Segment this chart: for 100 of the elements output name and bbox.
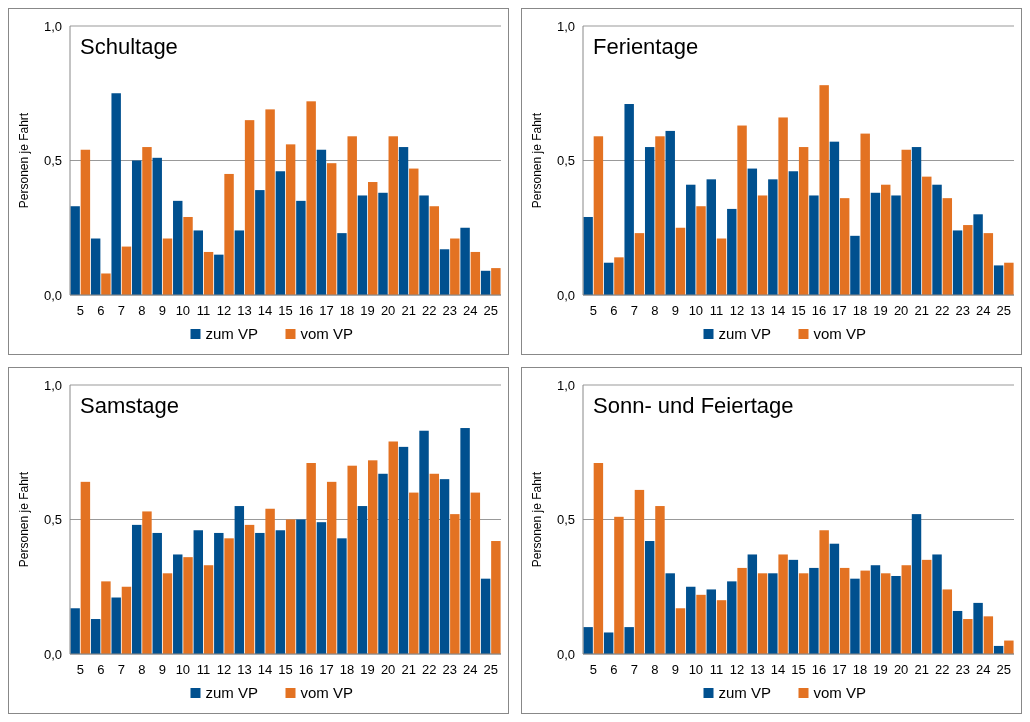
y-axis-title: Personen je Fahrt bbox=[530, 112, 544, 209]
bar bbox=[296, 200, 306, 295]
bar bbox=[819, 530, 829, 654]
y-tick-label: 0,0 bbox=[43, 646, 62, 662]
bar bbox=[193, 530, 203, 654]
y-tick-label: 0,0 bbox=[556, 287, 575, 303]
bar bbox=[162, 573, 173, 654]
bar bbox=[1004, 640, 1014, 654]
bar bbox=[450, 514, 460, 654]
x-tick-label: 24 bbox=[975, 662, 991, 677]
x-tick-label: 6 bbox=[97, 662, 105, 677]
bar bbox=[901, 149, 911, 295]
bar bbox=[131, 524, 142, 654]
bar bbox=[757, 195, 768, 295]
bar bbox=[686, 586, 696, 654]
bar bbox=[491, 268, 501, 295]
x-tick-label: 19 bbox=[873, 662, 888, 677]
x-tick-label: 8 bbox=[138, 662, 146, 677]
bar bbox=[357, 506, 368, 654]
x-tick-label: 5 bbox=[76, 662, 84, 677]
bar bbox=[593, 136, 604, 295]
y-tick-label: 1,0 bbox=[43, 377, 62, 393]
bar bbox=[850, 578, 860, 654]
bar bbox=[973, 602, 983, 654]
x-tick-label: 9 bbox=[158, 303, 166, 318]
bar bbox=[398, 147, 409, 295]
x-tick-label: 19 bbox=[360, 303, 375, 318]
bar bbox=[347, 465, 357, 654]
x-tick-label: 23 bbox=[955, 303, 970, 318]
bar bbox=[255, 532, 265, 654]
y-tick-label: 1,0 bbox=[556, 18, 575, 34]
bar bbox=[963, 619, 973, 654]
bar bbox=[480, 578, 491, 654]
bar bbox=[911, 514, 922, 654]
y-tick-label: 0,5 bbox=[43, 512, 62, 528]
x-tick-label: 7 bbox=[630, 303, 638, 318]
bar bbox=[265, 508, 275, 654]
bar bbox=[152, 532, 162, 654]
bar bbox=[203, 251, 214, 295]
bar bbox=[152, 157, 162, 295]
bar bbox=[696, 206, 706, 295]
bar bbox=[716, 238, 727, 295]
legend-label: zum VP bbox=[718, 684, 772, 701]
x-tick-label: 13 bbox=[750, 662, 765, 677]
y-tick-label: 0,5 bbox=[43, 153, 62, 169]
x-tick-label: 24 bbox=[462, 662, 478, 677]
x-tick-label: 13 bbox=[750, 303, 765, 318]
bar bbox=[983, 233, 994, 295]
bar bbox=[839, 567, 850, 654]
bar bbox=[706, 589, 716, 654]
chart-title: Ferientage bbox=[593, 34, 699, 59]
bar bbox=[593, 463, 604, 654]
x-tick-label: 10 bbox=[175, 662, 191, 677]
x-tick-label: 14 bbox=[257, 303, 273, 318]
bar bbox=[121, 246, 132, 295]
bar bbox=[470, 492, 481, 654]
y-tick-label: 1,0 bbox=[556, 377, 575, 393]
bar bbox=[768, 179, 778, 295]
bar bbox=[90, 238, 101, 295]
x-tick-label: 20 bbox=[893, 662, 909, 677]
bar bbox=[388, 441, 398, 654]
bar bbox=[737, 567, 747, 654]
bar bbox=[778, 554, 788, 654]
bar bbox=[665, 130, 675, 295]
bar bbox=[70, 608, 80, 654]
bar bbox=[142, 147, 152, 295]
bar bbox=[244, 120, 255, 295]
bar bbox=[768, 573, 778, 654]
x-tick-label: 9 bbox=[671, 662, 679, 677]
bar bbox=[275, 530, 286, 654]
bar bbox=[603, 262, 614, 295]
bar bbox=[644, 541, 655, 654]
bar bbox=[121, 586, 132, 654]
x-tick-label: 25 bbox=[483, 662, 498, 677]
legend-label: zum VP bbox=[205, 684, 259, 701]
bar bbox=[665, 573, 675, 654]
bar bbox=[316, 522, 327, 654]
bar bbox=[265, 109, 275, 295]
bar bbox=[696, 594, 706, 654]
bar bbox=[111, 93, 121, 295]
bar bbox=[788, 559, 799, 654]
bar bbox=[737, 125, 747, 295]
bar bbox=[306, 101, 316, 295]
bar bbox=[634, 233, 645, 295]
bar bbox=[337, 538, 347, 654]
bar bbox=[173, 554, 183, 654]
y-tick-label: 0,0 bbox=[43, 287, 62, 303]
y-axis-title: Personen je Fahrt bbox=[530, 471, 544, 568]
bar bbox=[891, 575, 901, 654]
bar bbox=[634, 489, 645, 654]
x-tick-label: 16 bbox=[298, 303, 314, 318]
bar bbox=[203, 565, 214, 654]
x-tick-label: 17 bbox=[832, 662, 847, 677]
bar bbox=[429, 206, 440, 295]
bar bbox=[183, 216, 193, 295]
bar bbox=[214, 532, 224, 654]
x-tick-label: 23 bbox=[442, 662, 457, 677]
x-tick-label: 12 bbox=[216, 662, 232, 677]
bar bbox=[429, 473, 440, 654]
y-axis-title: Personen je Fahrt bbox=[17, 112, 31, 209]
